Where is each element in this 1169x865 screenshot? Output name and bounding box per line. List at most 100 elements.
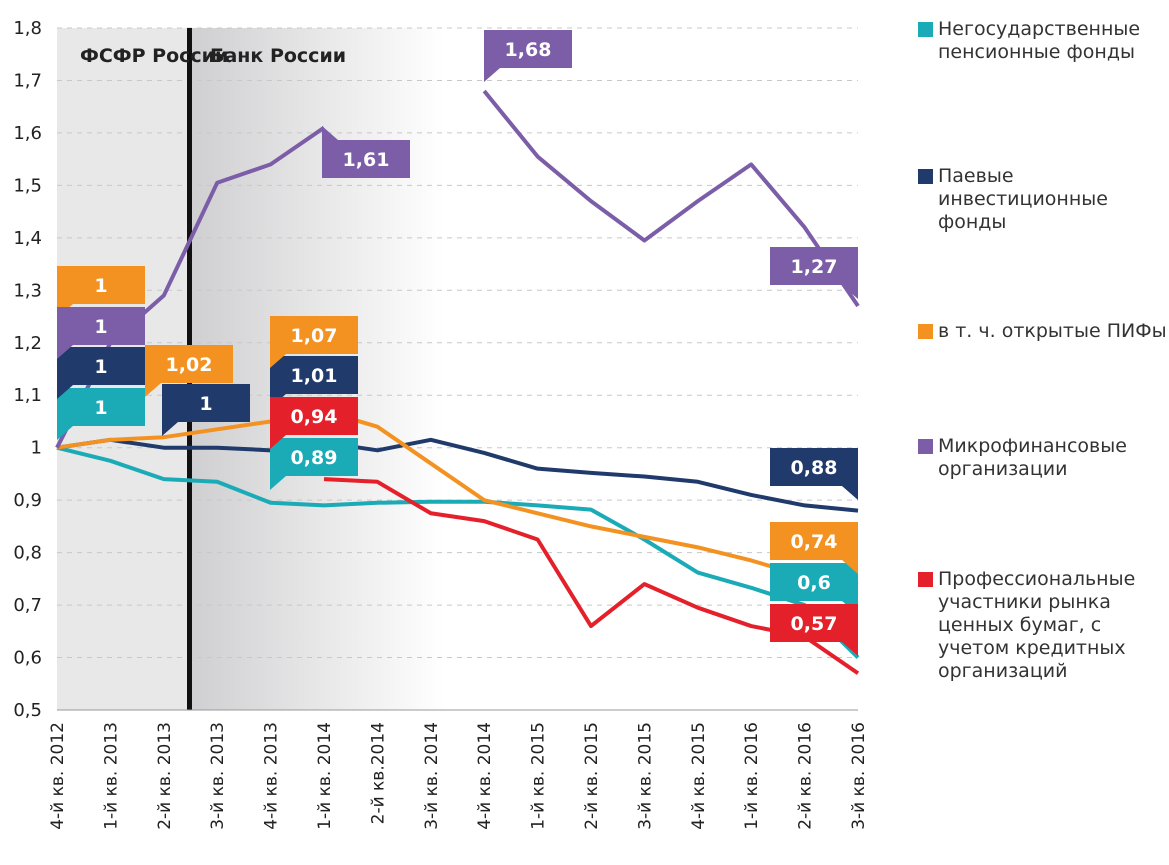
y-tick-label: 0,7 (13, 595, 42, 616)
x-tick-label: 3-й кв. 2014 (422, 722, 442, 830)
label-pointer (270, 354, 286, 368)
x-tick-label: 3-й кв. 2013 (208, 722, 228, 830)
y-tick-label: 1,1 (13, 385, 42, 406)
legend-swatch (918, 169, 933, 184)
label-box (270, 356, 358, 394)
label-pointer (842, 486, 858, 500)
x-tick-label: 4-й кв. 2015 (689, 722, 709, 830)
label-pointer (270, 476, 286, 490)
y-tick-label: 1,5 (13, 175, 42, 196)
x-tick-label: 2-й кв. 2016 (796, 722, 816, 830)
label-pointer (57, 345, 73, 359)
legend-label: Профессиональные участники рынка ценных … (938, 568, 1136, 682)
x-tick-label: 1-й кв. 2013 (101, 722, 121, 830)
label-box (145, 345, 233, 383)
label-box (770, 563, 858, 601)
data-label: 0,89 (291, 447, 338, 469)
data-label: 1 (94, 397, 107, 419)
data-label: 1 (94, 275, 107, 297)
label-box (57, 266, 145, 304)
annotation: Банк России (210, 45, 346, 67)
legend-swatch (918, 324, 933, 339)
x-tick-label: 4-й кв. 2013 (262, 722, 282, 830)
y-tick-label: 1,7 (13, 70, 42, 91)
data-label: 1 (94, 316, 107, 338)
label-box (484, 30, 572, 68)
legend-item: в т. ч. открытые ПИФы (918, 320, 1168, 343)
y-tick-label: 1,6 (13, 123, 42, 144)
label-box (57, 347, 145, 385)
label-box (57, 307, 145, 345)
label-pointer (270, 435, 286, 449)
label-box (162, 384, 250, 422)
x-tick-label: 4-й кв. 2012 (48, 722, 68, 830)
label-pointer (145, 383, 161, 397)
label-pointer (57, 426, 73, 440)
data-label: 1 (94, 356, 107, 378)
legend-label: Негосударственные пенсионные фонды (938, 18, 1141, 63)
data-label: 0,74 (791, 531, 838, 553)
legend-label: в т. ч. открытые ПИФы (938, 320, 1167, 342)
x-tick-label: 3-й кв. 2016 (849, 722, 869, 830)
x-tick-label: 3-й кв. 2015 (635, 722, 655, 830)
label-box (322, 140, 410, 178)
legend-item: Негосударственные пенсионные фонды (918, 18, 1168, 64)
data-label: 1,02 (166, 354, 213, 376)
legend-swatch (918, 22, 933, 37)
data-label: 0,6 (797, 572, 831, 594)
legend-label: Микрофинансовые организации (938, 435, 1127, 480)
y-tick-label: 0,9 (13, 490, 42, 511)
data-label: 0,94 (291, 406, 338, 428)
label-pointer (842, 560, 858, 574)
y-tick-label: 0,6 (13, 648, 42, 669)
legend-swatch (918, 439, 933, 454)
y-tick-label: 0,8 (13, 543, 42, 564)
series-line (56, 445, 860, 659)
label-pointer (57, 385, 73, 399)
legend-item: Профессиональные участники рынка ценных … (918, 568, 1168, 683)
y-tick-label: 1,2 (13, 333, 42, 354)
data-label: 0,57 (791, 613, 838, 635)
x-tick-label: 1-й кв. 2016 (742, 722, 762, 830)
label-box (770, 604, 858, 642)
label-pointer (484, 68, 500, 82)
data-label: 1 (199, 393, 212, 415)
x-tick-label: 4-й кв. 2014 (475, 722, 495, 830)
data-label: 1,68 (505, 39, 552, 61)
data-label: 1,27 (791, 256, 838, 278)
label-box (270, 316, 358, 354)
label-pointer (842, 642, 858, 656)
x-tick-label: 2-й кв. 2015 (582, 722, 602, 830)
data-label: 1,07 (291, 325, 338, 347)
label-box (770, 247, 858, 285)
label-box (270, 438, 358, 476)
annotation: ФСФР России (80, 45, 228, 67)
legend-item: Паевые инвестиционные фонды (918, 165, 1168, 234)
legend-label: Паевые инвестиционные фонды (938, 165, 1108, 233)
label-pointer (322, 126, 338, 140)
label-pointer (842, 285, 858, 299)
y-tick-label: 1,8 (13, 18, 42, 39)
y-tick-label: 1 (31, 438, 42, 459)
y-tick-label: 1,4 (13, 228, 42, 249)
data-label: 0,88 (791, 457, 838, 479)
legend-swatch (918, 572, 933, 587)
x-tick-label: 2-й кв.2014 (368, 722, 388, 824)
x-tick-label: 2-й кв. 2013 (155, 722, 175, 830)
x-tick-label: 1-й кв. 2015 (529, 722, 549, 830)
label-box (57, 388, 145, 426)
data-label: 1,61 (343, 149, 390, 171)
series-line (56, 408, 859, 587)
x-tick-label: 1-й кв. 2014 (315, 722, 335, 830)
label-pointer (162, 422, 178, 436)
label-box (270, 397, 358, 435)
legend-item: Микрофинансовые организации (918, 435, 1168, 481)
label-box (770, 522, 858, 560)
y-tick-label: 1,3 (13, 280, 42, 301)
y-tick-label: 0,5 (13, 700, 42, 721)
label-box (770, 448, 858, 486)
data-label: 1,01 (291, 365, 338, 387)
series-line (323, 477, 860, 675)
